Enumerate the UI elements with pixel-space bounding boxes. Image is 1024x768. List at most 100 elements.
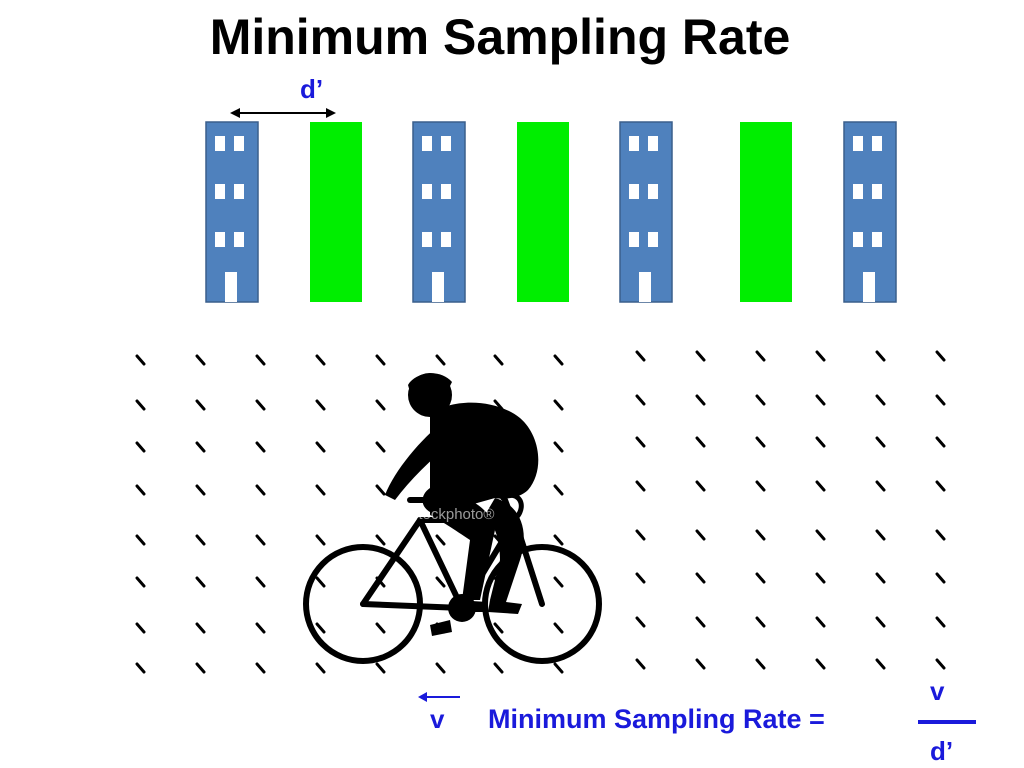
rain-streak — [375, 354, 386, 366]
rain-streak — [695, 616, 706, 628]
rain-streak — [135, 662, 146, 674]
window — [648, 232, 658, 247]
rain-streak — [553, 354, 564, 366]
rain-streak — [135, 534, 146, 546]
rain-streak — [553, 622, 564, 634]
rain-streak — [195, 622, 206, 634]
rain-streak — [255, 662, 266, 674]
rain-streak — [255, 622, 266, 634]
rain-streak — [695, 529, 706, 541]
door — [863, 272, 875, 302]
rain-streak — [935, 658, 946, 670]
rain-streak — [755, 436, 766, 448]
window — [215, 232, 225, 247]
rain-streak — [195, 662, 206, 674]
window — [648, 184, 658, 199]
rain-streak — [493, 662, 504, 674]
rain-streak — [815, 572, 826, 584]
door — [432, 272, 444, 302]
rain-streak — [695, 350, 706, 362]
rain-streak — [875, 529, 886, 541]
rain-streak — [875, 350, 886, 362]
window — [629, 184, 639, 199]
rain-streak — [255, 576, 266, 588]
window — [234, 232, 244, 247]
rain-streak — [935, 572, 946, 584]
rain-streak — [635, 480, 646, 492]
rain-streak — [315, 622, 326, 634]
window — [215, 136, 225, 151]
rain-streak — [315, 354, 326, 366]
window — [441, 232, 451, 247]
rain-streak — [135, 622, 146, 634]
rain-streak — [553, 399, 564, 411]
rain-streak — [375, 534, 386, 546]
rain-streak — [493, 354, 504, 366]
rain-streak — [435, 354, 446, 366]
rain-streak — [935, 350, 946, 362]
fraction-bar — [918, 720, 976, 724]
rain-streak — [695, 572, 706, 584]
rain-streak — [315, 399, 326, 411]
rain-streak — [875, 658, 886, 670]
building-block — [619, 121, 673, 303]
green-block — [517, 122, 569, 302]
rain-streak — [815, 350, 826, 362]
rain-streak — [635, 350, 646, 362]
window — [422, 232, 432, 247]
rain-streak — [935, 436, 946, 448]
rain-streak — [875, 572, 886, 584]
rain-streak — [435, 576, 446, 588]
velocity-arrow — [418, 692, 460, 702]
rain-streak — [315, 662, 326, 674]
window — [853, 232, 863, 247]
rain-streak — [695, 658, 706, 670]
rain-streak — [375, 484, 386, 496]
rain-streak — [135, 354, 146, 366]
rain-streak — [195, 354, 206, 366]
rain-streak — [435, 534, 446, 546]
rain-streak — [375, 441, 386, 453]
window — [441, 136, 451, 151]
rain-streak — [135, 484, 146, 496]
rain-streak — [635, 616, 646, 628]
window — [872, 184, 882, 199]
formula-numerator: v — [930, 676, 945, 706]
rain-streak — [135, 441, 146, 453]
rain-streak — [815, 394, 826, 406]
window — [422, 184, 432, 199]
rain-streak — [255, 399, 266, 411]
rain-streak — [375, 399, 386, 411]
window — [629, 136, 639, 151]
green-block — [740, 122, 792, 302]
rain-streak — [553, 576, 564, 588]
rain-streak — [755, 658, 766, 670]
rain-streak — [553, 441, 564, 453]
stock-watermark: iStockphoto® — [405, 506, 495, 523]
building-block — [412, 121, 466, 303]
distance-arrow — [230, 108, 336, 118]
building-block — [843, 121, 897, 303]
rain-streak — [755, 394, 766, 406]
velocity-label: v — [430, 704, 445, 734]
formula-denominator: d’ — [930, 736, 954, 766]
rain-streak — [255, 354, 266, 366]
rain-streak — [755, 350, 766, 362]
rain-streak — [135, 399, 146, 411]
distance-label: d’ — [300, 74, 324, 104]
rain-streak — [875, 616, 886, 628]
window — [629, 232, 639, 247]
rain-streak — [755, 529, 766, 541]
rain-streak — [375, 662, 386, 674]
rain-streak — [875, 436, 886, 448]
rain-streak — [815, 529, 826, 541]
rain-streak — [875, 480, 886, 492]
window — [215, 184, 225, 199]
rain-streak — [695, 394, 706, 406]
rain-streak — [255, 441, 266, 453]
rain-streak — [935, 394, 946, 406]
rain-streak — [935, 616, 946, 628]
rain-streak — [875, 394, 886, 406]
rain-streak — [815, 616, 826, 628]
